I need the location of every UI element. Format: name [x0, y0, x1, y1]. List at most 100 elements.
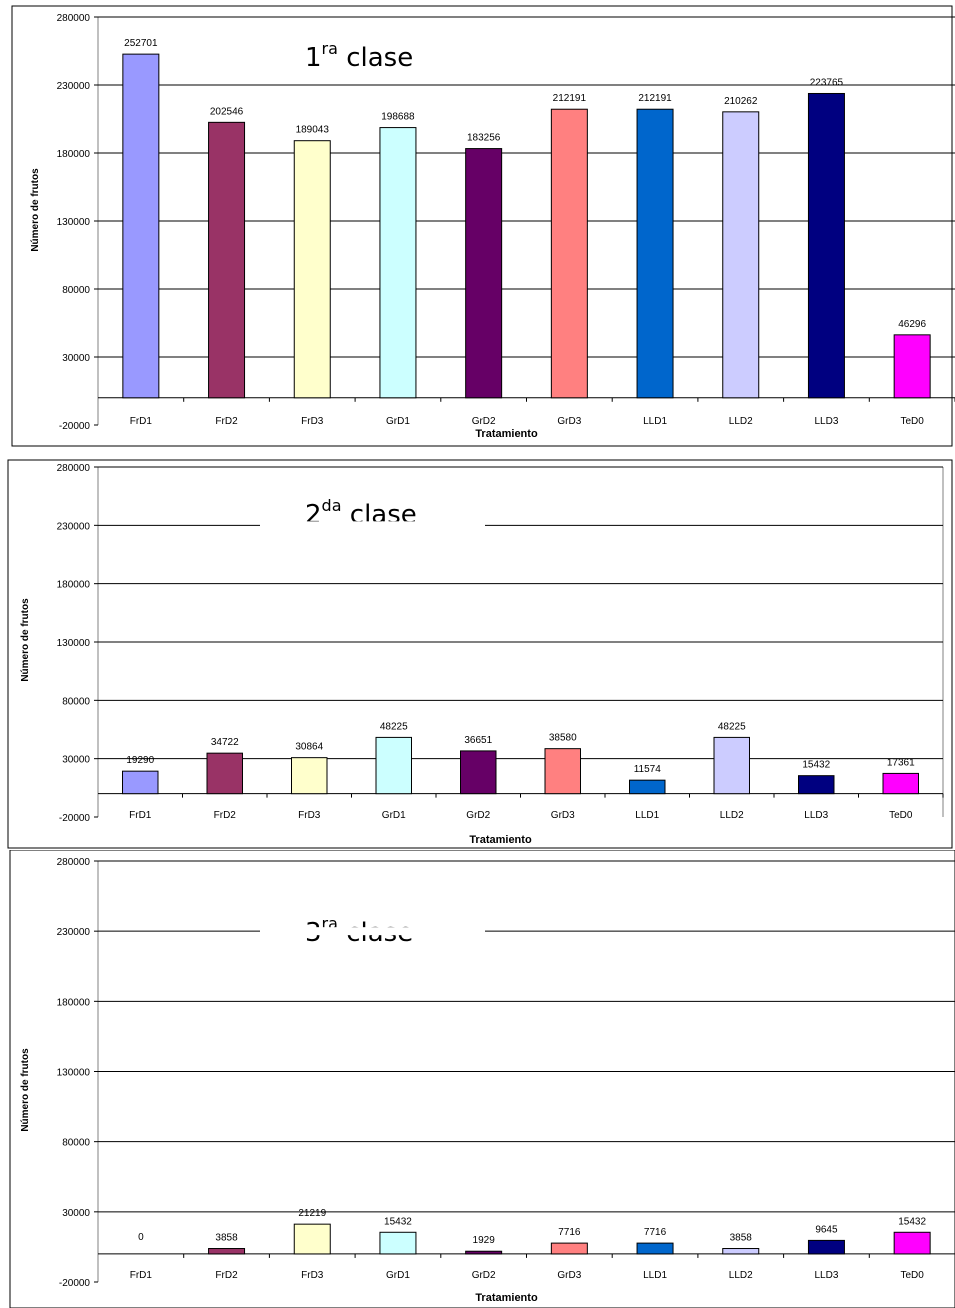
data-label-TeD0: 46296 [898, 319, 926, 330]
y-axis-label: Número de frutos [30, 168, 41, 252]
chart-title-main: 1 [305, 43, 322, 73]
chart-frame [9, 850, 955, 1308]
data-label-LLD2: 48225 [718, 721, 746, 732]
x-tick-label-GrD2: GrD2 [472, 1270, 496, 1281]
data-label-LLD2: 3858 [730, 1233, 753, 1244]
bar-GrD3 [550, 108, 588, 399]
bar-TeD0 [893, 1231, 931, 1255]
data-label-GrD2: 183256 [467, 133, 501, 144]
x-tick-label-GrD3: GrD3 [557, 416, 581, 427]
x-axis-label: Tratamiento [475, 1292, 538, 1304]
bar-LLD1 [636, 1242, 674, 1255]
data-label-GrD2: 1929 [473, 1235, 496, 1246]
data-label-TeD0: 15432 [898, 1216, 926, 1227]
y-tick-label: 80000 [62, 1138, 90, 1149]
bar-GrD1 [375, 736, 412, 795]
bar-TeD0 [882, 772, 919, 795]
data-label-LLD1: 7716 [644, 1227, 667, 1238]
bar-GrD1 [379, 127, 417, 399]
y-tick-label: 130000 [57, 1068, 91, 1079]
data-label-FrD3: 189043 [296, 125, 330, 136]
y-tick-label: 280000 [57, 857, 91, 868]
x-tick-label-LLD1: LLD1 [643, 1270, 667, 1281]
bar-FrD1 [122, 53, 160, 399]
x-tick-label-LLD1: LLD1 [643, 416, 667, 427]
bar-LLD1 [629, 779, 666, 795]
y-tick-label: -20000 [59, 813, 91, 824]
bar-FrD3 [293, 140, 331, 399]
bar-GrD2 [465, 1250, 503, 1255]
x-tick-label-FrD3: FrD3 [301, 1270, 324, 1281]
y-tick-label: 130000 [57, 638, 91, 649]
x-tick-label-GrD1: GrD1 [386, 416, 410, 427]
data-label-FrD1: 19290 [126, 755, 154, 766]
bar-GrD2 [465, 148, 503, 399]
x-tick-label-LLD2: LLD2 [729, 1270, 753, 1281]
y-tick-label: 180000 [57, 580, 91, 591]
bar-FrD1 [122, 770, 159, 795]
y-axis-label: Número de frutos [20, 598, 31, 682]
bar-LLD2 [713, 736, 750, 795]
bar-FrD3 [293, 1223, 331, 1255]
data-label-FrD3: 30864 [295, 742, 323, 753]
bar-GrD1 [379, 1231, 417, 1255]
data-label-FrD1: 0 [138, 1232, 144, 1243]
title-gap [260, 521, 485, 530]
data-label-FrD2: 34722 [211, 737, 239, 748]
data-label-FrD3: 21219 [298, 1208, 326, 1219]
y-tick-label: 180000 [57, 997, 91, 1008]
x-tick-label-LLD1: LLD1 [635, 810, 659, 821]
bar-LLD3 [807, 92, 845, 399]
chart-tercera-clase: 280000 230000 180000 130000 80000 30000 -20000… [9, 850, 955, 1308]
bar-TeD0 [893, 334, 931, 399]
chart-title: 1ra clase [305, 39, 413, 73]
y-tick-label: 230000 [57, 521, 91, 532]
bar-GrD3 [550, 1242, 588, 1255]
x-tick-label-FrD3: FrD3 [298, 810, 321, 821]
chart-title-sup: ra [322, 39, 338, 58]
data-label-GrD3: 38580 [549, 733, 577, 744]
bar-LLD3 [798, 775, 835, 795]
x-tick-label-FrD2: FrD2 [215, 416, 238, 427]
x-tick-label-GrD3: GrD3 [551, 810, 575, 821]
x-tick-label-GrD1: GrD1 [386, 1270, 410, 1281]
y-tick-label: 280000 [57, 13, 91, 24]
bar-FrD2 [208, 1248, 246, 1255]
y-tick-label: -20000 [59, 1278, 91, 1289]
y-tick-label: 80000 [62, 285, 90, 296]
data-label-LLD1: 11574 [634, 764, 662, 775]
data-label-LLD1: 212191 [638, 93, 672, 104]
chart-panel-1: 280000 230000 180000 130000 80000 30000 -20000… [0, 0, 955, 450]
y-tick-label: -20000 [59, 421, 91, 432]
x-tick-label-FrD2: FrD2 [214, 810, 237, 821]
y-tick-label: 280000 [57, 463, 91, 474]
bar-GrD2 [460, 750, 497, 795]
y-tick-label: 230000 [57, 927, 91, 938]
bar-FrD2 [208, 121, 246, 399]
chart-primera-clase: 280000 230000 180000 130000 80000 30000 -20000… [11, 5, 955, 447]
x-tick-label-GrD3: GrD3 [557, 1270, 581, 1281]
data-label-LLD3: 15432 [802, 760, 830, 771]
data-label-GrD1: 48225 [380, 721, 408, 732]
x-tick-label-TeD0: TeD0 [889, 810, 913, 821]
x-tick-label-FrD3: FrD3 [301, 416, 324, 427]
x-tick-label-TeD0: TeD0 [900, 416, 924, 427]
x-tick-label-LLD3: LLD3 [804, 810, 828, 821]
data-label-FrD2: 202546 [210, 106, 244, 117]
bar-LLD2 [722, 1248, 760, 1255]
y-tick-label: 180000 [57, 149, 91, 160]
y-tick-label: 30000 [62, 353, 90, 364]
chart-segunda-clase: 280000 230000 180000 130000 80000 30000 -20000… [7, 459, 953, 849]
data-label-GrD2: 36651 [464, 735, 492, 746]
data-label-FrD1: 252701 [124, 38, 158, 49]
x-tick-label-LLD3: LLD3 [814, 416, 838, 427]
x-tick-label-LLD2: LLD2 [729, 416, 753, 427]
x-axis-label: Tratamiento [475, 428, 538, 440]
x-tick-label-FrD1: FrD1 [130, 1270, 153, 1281]
x-tick-label-FrD1: FrD1 [130, 416, 153, 427]
x-axis-label: Tratamiento [469, 834, 532, 846]
chart-title-rest: clase [338, 43, 413, 73]
data-label-LLD3: 223765 [810, 77, 844, 88]
chart-panel-3: 280000 230000 180000 130000 80000 30000 -20000… [0, 850, 955, 1308]
chart-panel-2: 280000 230000 180000 130000 80000 30000 -20000… [0, 450, 955, 850]
